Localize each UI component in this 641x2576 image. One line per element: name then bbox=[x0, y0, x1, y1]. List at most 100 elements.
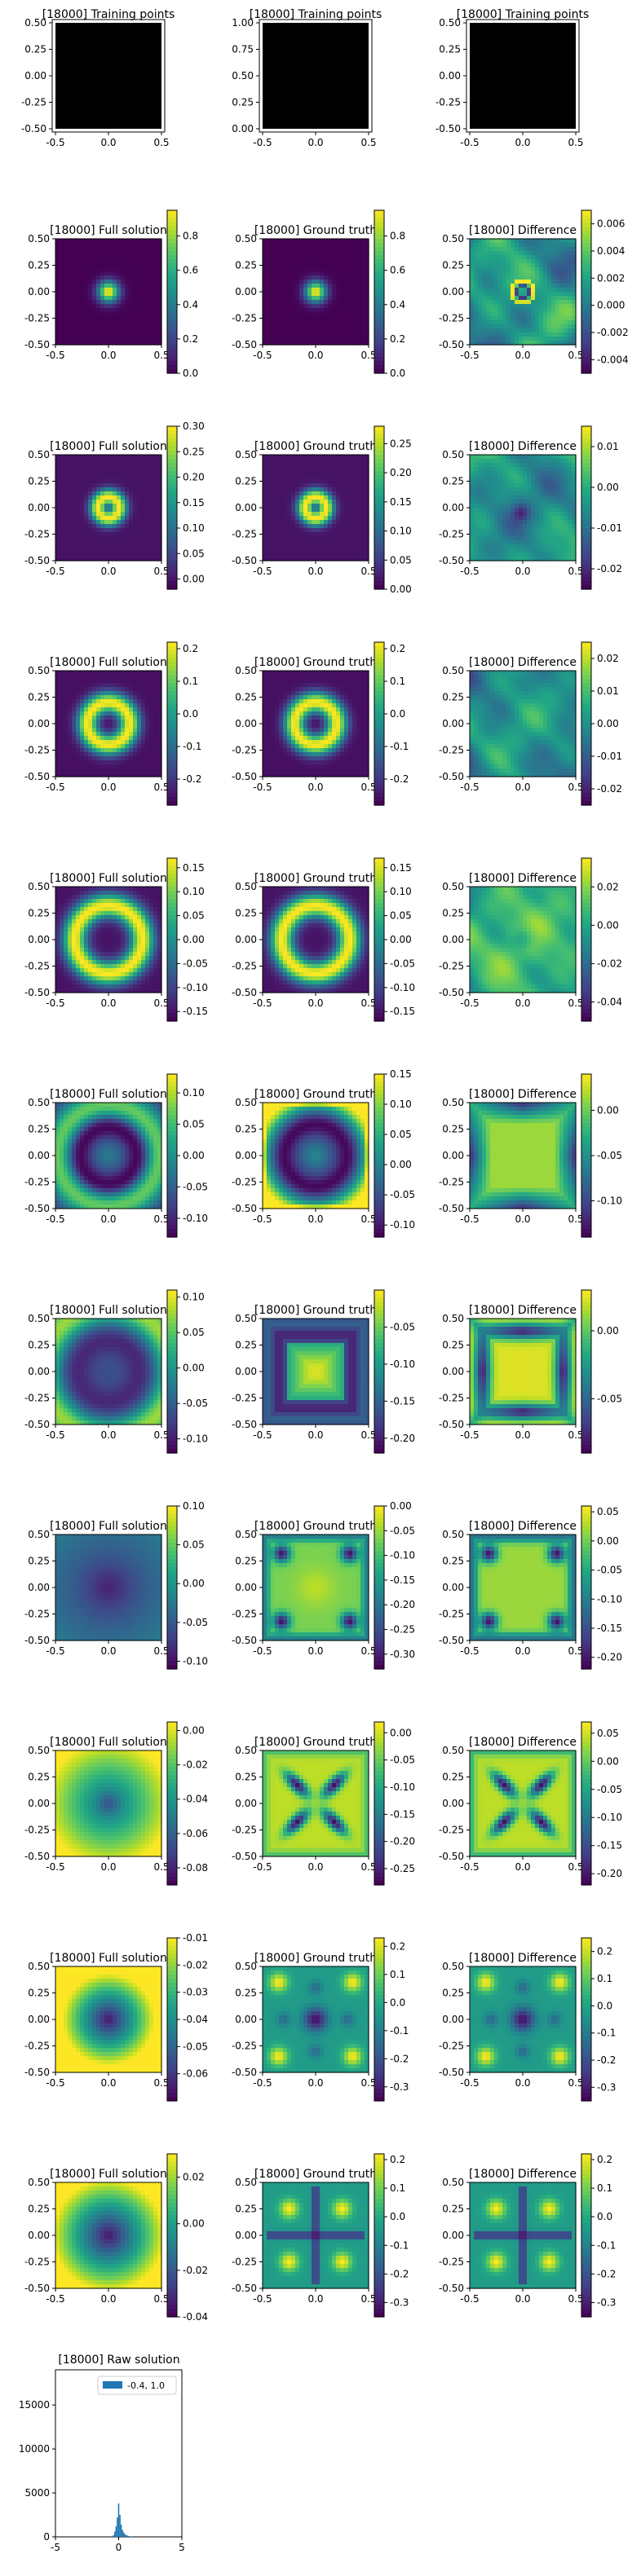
heatmap-cell bbox=[88, 553, 93, 557]
colorbar-cell bbox=[167, 540, 177, 545]
heatmap-cell bbox=[352, 548, 357, 553]
heatmap-cell bbox=[125, 463, 130, 468]
heatmap-cell bbox=[324, 267, 329, 272]
heatmap-cell bbox=[125, 703, 130, 708]
heatmap-cell bbox=[519, 247, 524, 252]
heatmap-cell bbox=[547, 475, 552, 480]
heatmap-cell bbox=[356, 557, 361, 561]
heatmap-cell bbox=[312, 536, 316, 541]
heatmap-cell bbox=[145, 275, 150, 280]
heatmap-cell bbox=[92, 707, 97, 712]
heatmap-cell bbox=[291, 463, 296, 468]
heatmap-cell bbox=[360, 255, 365, 260]
heatmap-cell bbox=[80, 764, 85, 769]
heatmap-cell bbox=[60, 296, 64, 301]
heatmap-cell bbox=[72, 479, 77, 484]
heatmap-cell bbox=[328, 341, 333, 346]
heatmap-cell bbox=[96, 284, 101, 288]
heatmap-cell bbox=[336, 320, 341, 325]
heatmap-cell bbox=[320, 308, 325, 313]
heatmap-cell bbox=[149, 500, 154, 504]
heatmap-cell bbox=[279, 304, 284, 309]
heatmap-cell bbox=[316, 500, 320, 504]
heatmap-cell bbox=[68, 463, 73, 468]
heatmap-cell bbox=[332, 296, 337, 301]
colorbar-cell bbox=[374, 235, 384, 240]
heatmap-cell bbox=[76, 320, 81, 325]
heatmap-cell bbox=[153, 508, 158, 513]
heatmap-cell bbox=[117, 679, 122, 684]
heatmap-cell bbox=[129, 308, 134, 313]
heatmap-cell bbox=[125, 679, 130, 684]
heatmap-cell bbox=[291, 263, 296, 268]
heatmap-cell bbox=[474, 455, 479, 460]
heatmap-cell bbox=[104, 243, 109, 248]
heatmap-cell bbox=[100, 491, 105, 496]
heatmap-cell bbox=[153, 540, 158, 545]
heatmap-cell bbox=[356, 292, 361, 297]
heatmap-cell bbox=[482, 267, 487, 272]
heatmap-cell bbox=[470, 280, 475, 284]
heatmap-cell bbox=[511, 247, 515, 252]
heatmap-cell bbox=[519, 280, 524, 284]
heatmap-cell bbox=[96, 773, 101, 777]
heatmap-cell bbox=[125, 332, 130, 337]
heatmap-cell bbox=[523, 479, 528, 484]
heatmap-cell bbox=[564, 259, 568, 264]
heatmap-cell bbox=[352, 516, 357, 521]
heatmap-cell bbox=[494, 263, 499, 268]
heatmap-cell bbox=[478, 471, 483, 476]
heatmap-cell bbox=[348, 557, 353, 561]
heatmap-cell bbox=[564, 341, 568, 346]
heatmap-cell bbox=[539, 263, 544, 268]
heatmap-cell bbox=[279, 516, 284, 521]
heatmap-cell bbox=[100, 516, 105, 521]
heatmap-cell bbox=[113, 536, 117, 541]
heatmap-cell bbox=[55, 736, 60, 741]
heatmap-cell bbox=[303, 483, 308, 488]
heatmap-cell bbox=[498, 316, 503, 321]
heatmap-cell bbox=[287, 284, 292, 288]
heatmap-cell bbox=[64, 683, 69, 688]
heatmap-cell bbox=[340, 247, 345, 252]
heatmap-cell bbox=[76, 308, 81, 313]
heatmap-cell bbox=[55, 740, 60, 745]
heatmap-cell bbox=[76, 557, 81, 561]
heatmap-cell bbox=[486, 332, 491, 337]
heatmap-cell bbox=[125, 304, 130, 309]
heatmap-cell bbox=[100, 540, 105, 545]
heatmap-cell bbox=[555, 263, 560, 268]
heatmap-cell bbox=[519, 341, 524, 346]
heatmap-cell bbox=[295, 475, 300, 480]
heatmap-cell bbox=[283, 292, 288, 297]
heatmap-cell bbox=[80, 756, 85, 761]
heatmap-cell bbox=[263, 475, 267, 480]
heatmap-cell bbox=[76, 773, 81, 777]
heatmap-cell bbox=[352, 324, 357, 329]
heatmap-cell bbox=[551, 524, 556, 529]
heatmap-cell bbox=[535, 251, 540, 256]
heatmap-cell bbox=[328, 324, 333, 329]
heatmap-cell bbox=[551, 312, 556, 317]
heatmap-cell bbox=[92, 263, 97, 268]
heatmap-cell bbox=[527, 239, 532, 244]
heatmap-cell bbox=[336, 251, 341, 256]
heatmap-cell bbox=[531, 520, 536, 525]
heatmap-cell bbox=[287, 528, 292, 533]
heatmap-cell bbox=[490, 271, 495, 276]
heatmap-cell bbox=[88, 255, 93, 260]
colorbar-cell bbox=[581, 324, 591, 329]
heatmap-cell bbox=[494, 467, 499, 472]
heatmap-cell bbox=[96, 337, 101, 341]
heatmap-cell bbox=[133, 304, 138, 309]
heatmap-cell bbox=[84, 320, 89, 325]
heatmap-cell bbox=[80, 284, 85, 288]
heatmap-cell bbox=[263, 243, 267, 248]
heatmap-cell bbox=[328, 532, 333, 537]
colorbar-tick-label: 0.05 bbox=[183, 548, 205, 559]
heatmap-cell bbox=[299, 251, 304, 256]
heatmap-cell bbox=[133, 292, 138, 297]
heatmap-cell bbox=[88, 548, 93, 553]
heatmap-cell bbox=[84, 736, 89, 741]
heatmap-cell bbox=[129, 243, 134, 248]
